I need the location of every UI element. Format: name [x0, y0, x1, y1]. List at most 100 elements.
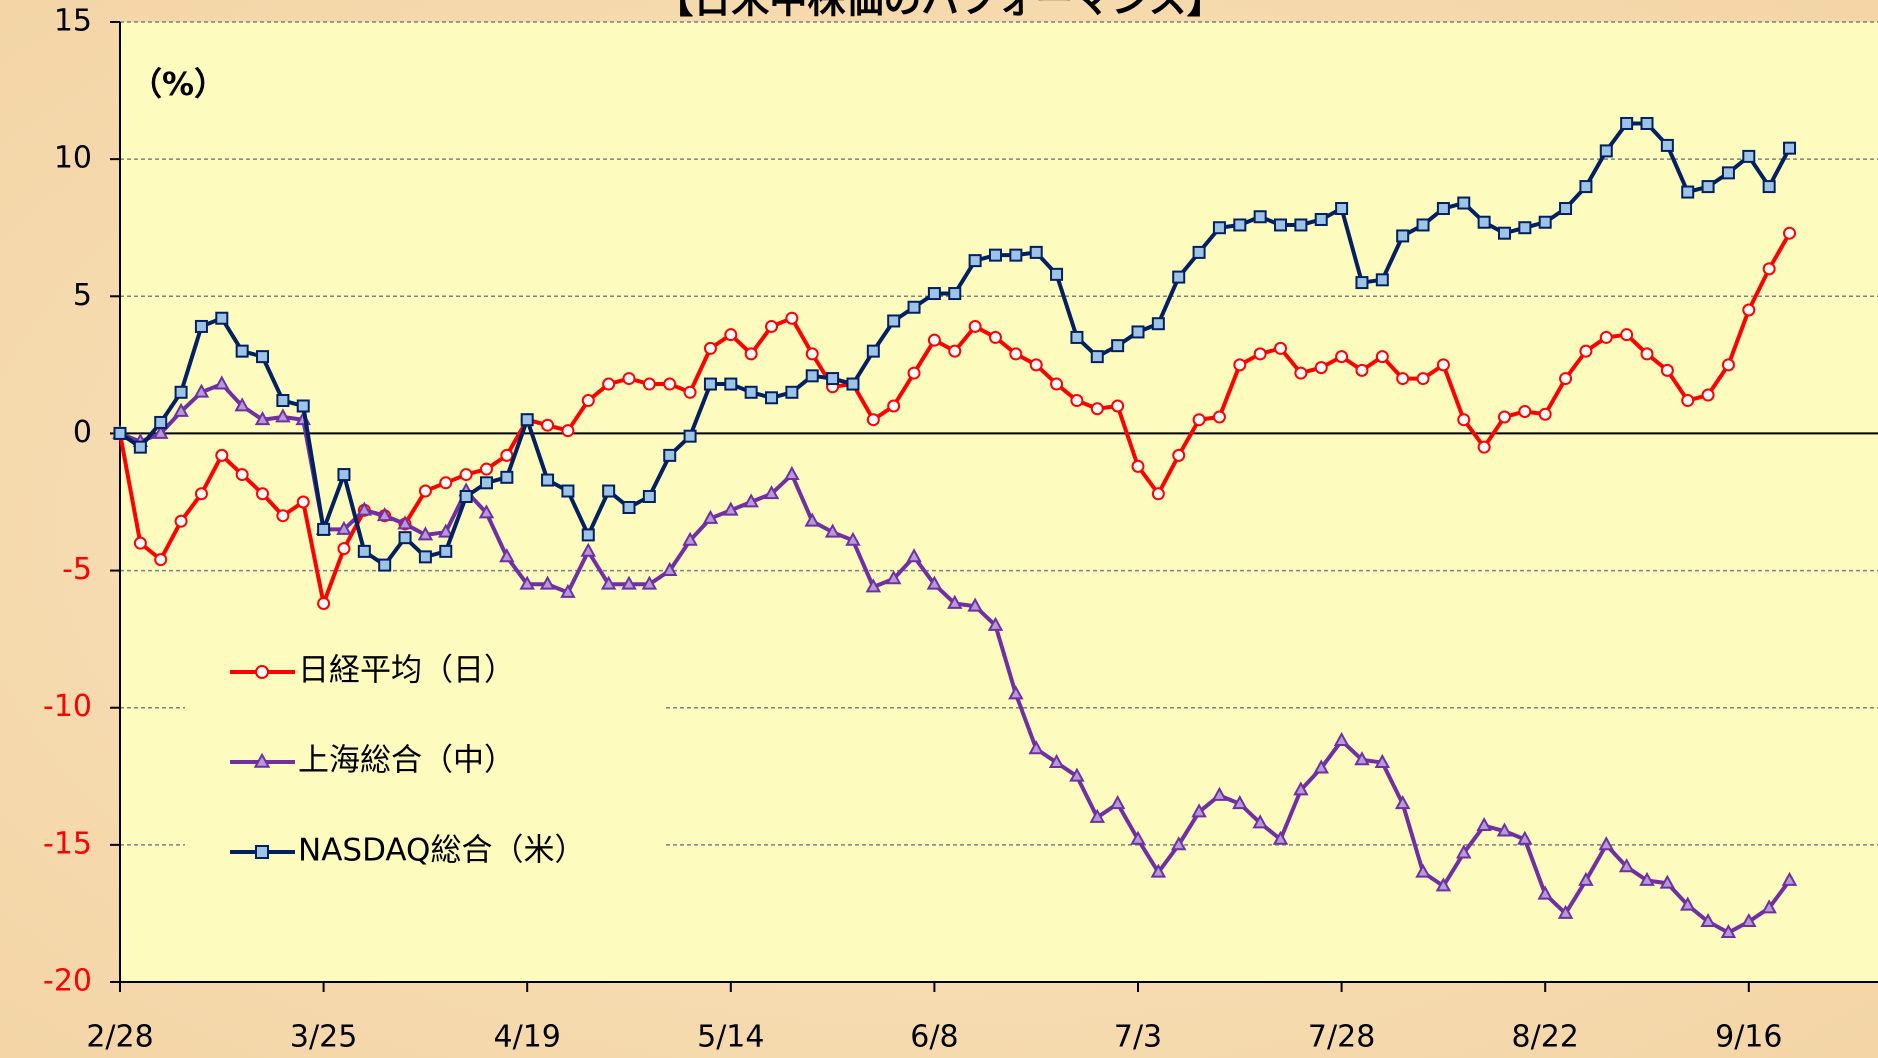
point [600, 575, 617, 590]
point [1599, 330, 1613, 344]
point [865, 578, 882, 593]
point [1620, 116, 1634, 130]
point [1192, 245, 1206, 259]
point [1090, 350, 1104, 364]
point [1212, 221, 1226, 235]
point [805, 369, 819, 383]
point [256, 350, 270, 364]
point [1578, 871, 1594, 886]
point [1415, 863, 1431, 878]
point [479, 476, 493, 490]
point [254, 411, 271, 426]
point [1701, 388, 1715, 402]
point [846, 377, 860, 391]
point [154, 415, 168, 429]
point [1272, 830, 1289, 845]
point [378, 558, 392, 572]
point [927, 287, 941, 301]
point [1416, 372, 1430, 386]
point [1211, 786, 1228, 801]
point [1436, 202, 1450, 216]
legend-box [185, 632, 665, 912]
point [622, 372, 636, 386]
point [785, 311, 799, 325]
point [724, 377, 738, 391]
point [866, 344, 880, 358]
x-tick-label: 8/22 [1512, 1020, 1579, 1055]
point [580, 542, 597, 557]
y-tick-label: -5 [62, 552, 92, 587]
point [1660, 138, 1674, 152]
point [987, 616, 1004, 631]
point [500, 470, 514, 484]
point [1681, 185, 1695, 199]
point [805, 347, 819, 361]
point [1294, 366, 1308, 380]
point [968, 319, 982, 333]
point [1293, 781, 1309, 796]
point [1232, 795, 1248, 810]
point [1375, 273, 1389, 287]
x-tick-label: 7/3 [1114, 1020, 1162, 1055]
point [1538, 215, 1552, 229]
point [174, 514, 188, 528]
point [1070, 394, 1084, 408]
point [824, 523, 841, 538]
point [1497, 410, 1511, 424]
point [1335, 202, 1349, 216]
point [541, 473, 555, 487]
point [642, 377, 656, 391]
point [1172, 448, 1186, 462]
point [744, 347, 758, 361]
point [214, 375, 230, 390]
point [1721, 166, 1735, 180]
point [866, 413, 880, 427]
point [785, 385, 799, 399]
point [215, 311, 229, 325]
point [1598, 836, 1615, 851]
point [1394, 795, 1411, 810]
point [1070, 330, 1084, 344]
point [1518, 404, 1532, 418]
point [723, 501, 739, 516]
point [1355, 276, 1369, 290]
point [744, 385, 758, 399]
point [1048, 753, 1065, 768]
point [397, 515, 413, 530]
point [235, 344, 249, 358]
y-tick-label: 10 [54, 141, 92, 176]
point [1477, 215, 1491, 229]
point [1700, 912, 1716, 928]
point [1559, 202, 1573, 216]
point [1233, 218, 1247, 232]
point [1253, 347, 1267, 361]
point [1029, 358, 1043, 372]
point [541, 418, 555, 432]
point [1109, 795, 1126, 810]
x-tick-label: 6/8 [910, 1020, 958, 1055]
point [621, 575, 637, 590]
legend-marker [255, 665, 269, 679]
point [663, 377, 677, 391]
point [1679, 896, 1696, 911]
point [1212, 410, 1226, 424]
point [967, 597, 983, 612]
point [907, 300, 921, 314]
point [478, 504, 495, 519]
point [968, 254, 982, 268]
legend-label: NASDAQ総合（米） [298, 833, 585, 869]
point [703, 341, 717, 355]
point [602, 377, 616, 391]
point [1559, 372, 1573, 386]
point [763, 485, 780, 500]
point [1599, 144, 1613, 158]
point [663, 448, 677, 462]
point [1477, 440, 1491, 454]
point [193, 383, 210, 398]
point [682, 531, 698, 546]
point [927, 333, 941, 347]
x-tick-label: 5/14 [697, 1020, 764, 1055]
point [1721, 358, 1735, 372]
point [1579, 344, 1593, 358]
point [1537, 885, 1553, 900]
